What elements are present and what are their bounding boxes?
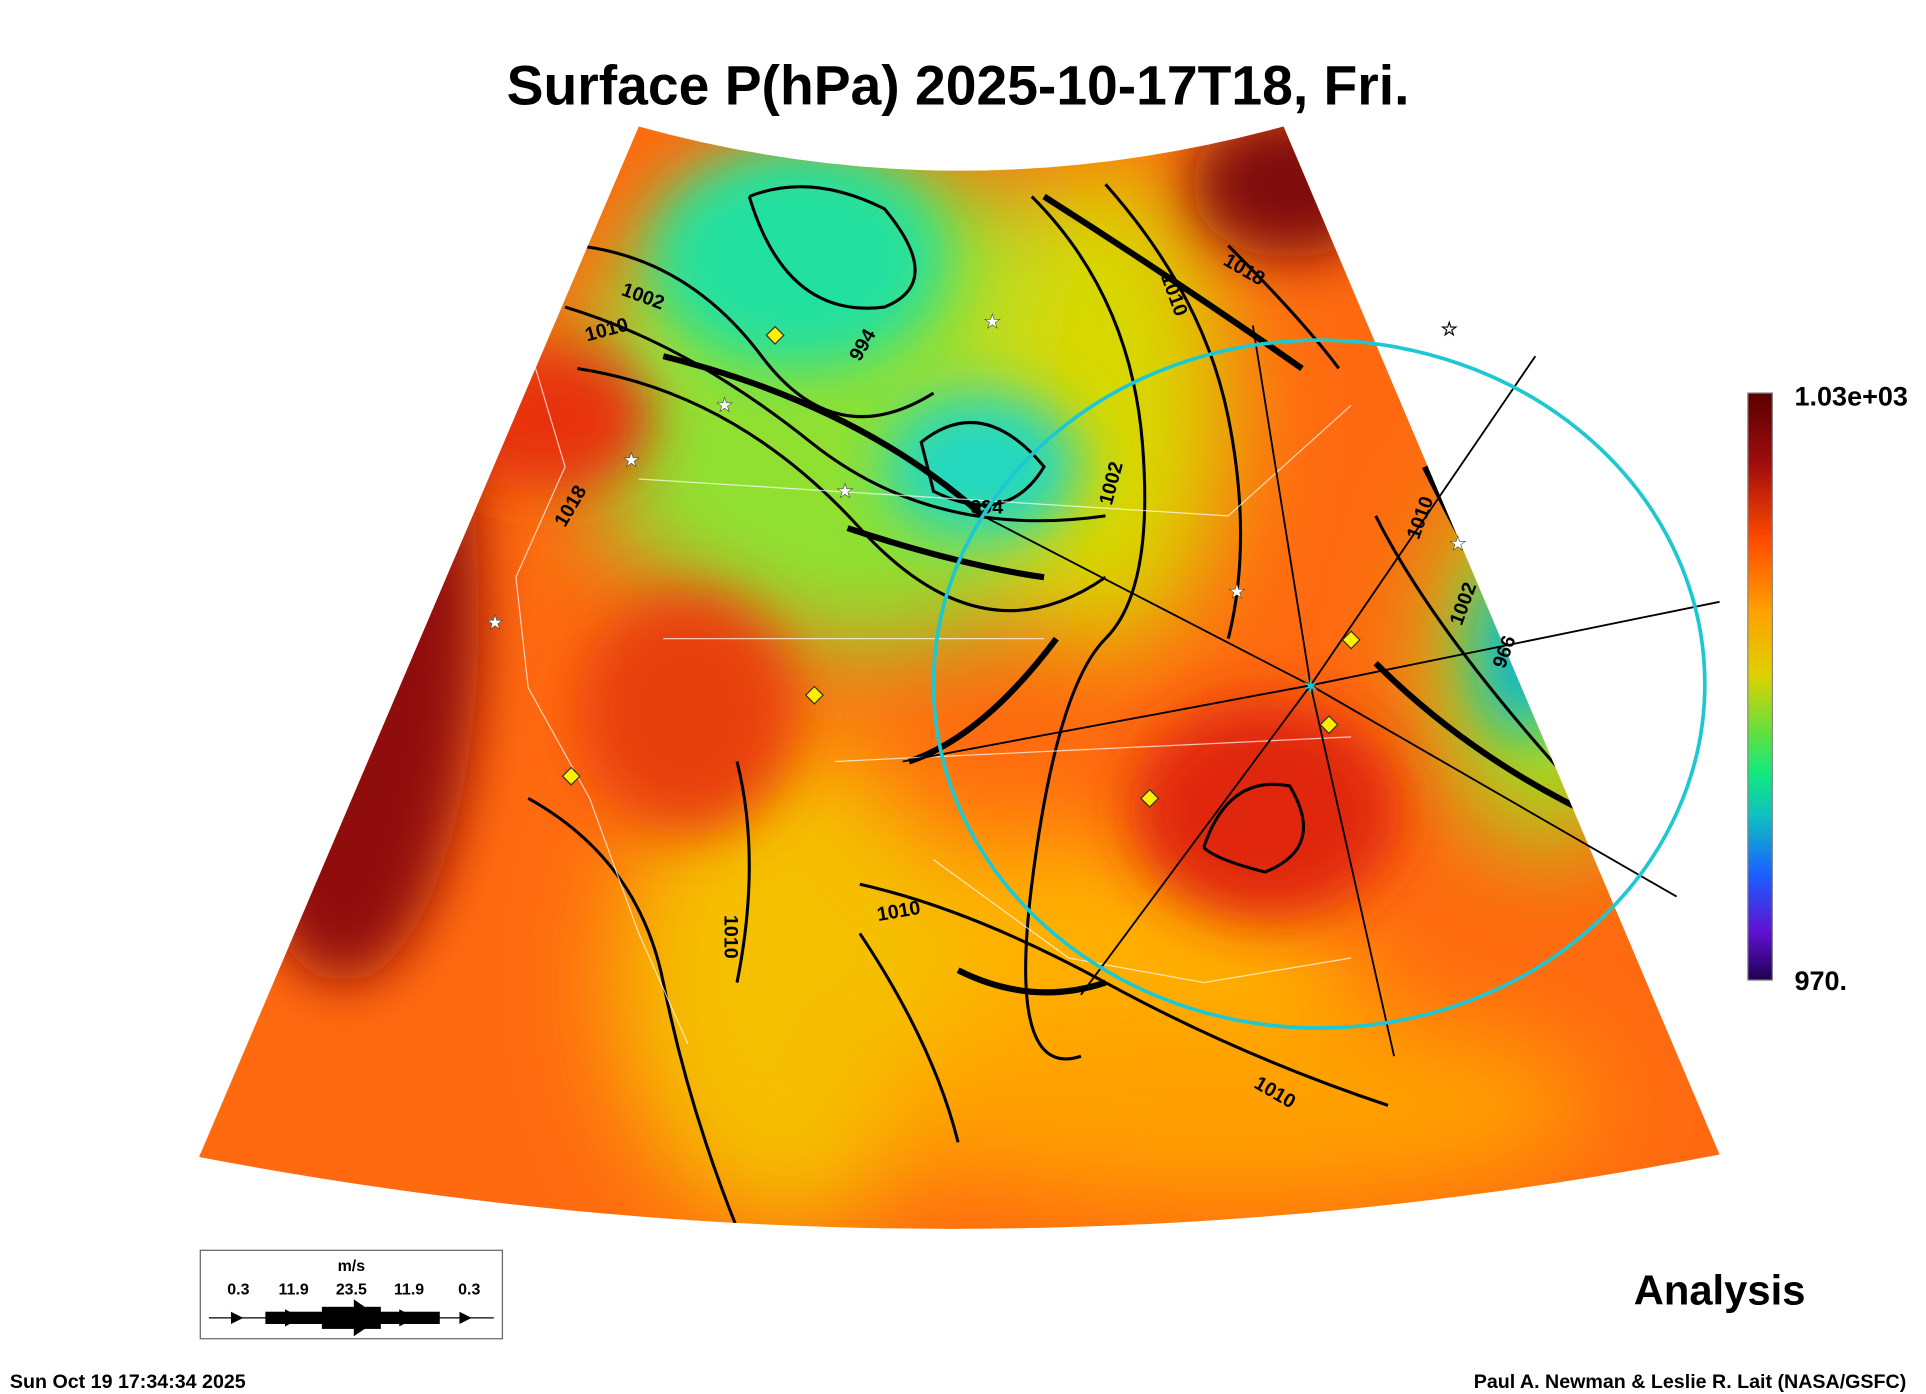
trajectory-lines: [902, 325, 1720, 1057]
chart-title: Surface P(hPa) 2025-10-17T18, Fri.: [507, 54, 1410, 116]
map-area: [199, 126, 1720, 1229]
product-label: Analysis: [1634, 1266, 1806, 1313]
credit: Paul A. Newman & Leslie R. Lait (NASA/GS…: [1474, 1371, 1907, 1393]
svg-text:11.9: 11.9: [279, 1282, 309, 1299]
svg-text:★: ★: [836, 480, 854, 502]
svg-text:0.3: 0.3: [458, 1282, 480, 1299]
colorbar-max-label: 1.03e+03: [1794, 381, 1907, 411]
colorbar: 1.03e+03 970.: [1747, 381, 1908, 996]
star-markers: ★ ★ ★ ★ ★ ★ ★ ☆: [486, 311, 1467, 635]
station-markers: [561, 325, 1361, 808]
center-star-icon: ✶: [1301, 674, 1320, 699]
svg-text:★: ★: [716, 394, 734, 416]
wind-legend: m/s 0.3 11.9 23.5 11.9 0.3: [199, 1249, 504, 1340]
svg-text:★: ★: [1449, 533, 1467, 555]
svg-text:23.5: 23.5: [336, 1282, 367, 1299]
range-ring: [931, 338, 1707, 1030]
timestamp: Sun Oct 19 17:34:34 2025: [10, 1371, 246, 1393]
svg-text:★: ★: [1228, 581, 1246, 603]
svg-text:m/s: m/s: [338, 1258, 366, 1275]
svg-text:★: ★: [623, 450, 641, 472]
svg-text:★: ★: [486, 612, 504, 634]
svg-text:1010: 1010: [720, 915, 742, 959]
colorbar-min-label: 970.: [1794, 966, 1847, 996]
svg-text:0.3: 0.3: [227, 1282, 249, 1299]
svg-text:★: ★: [984, 311, 1002, 333]
svg-text:☆: ☆: [1441, 318, 1459, 340]
svg-text:11.9: 11.9: [394, 1282, 424, 1299]
